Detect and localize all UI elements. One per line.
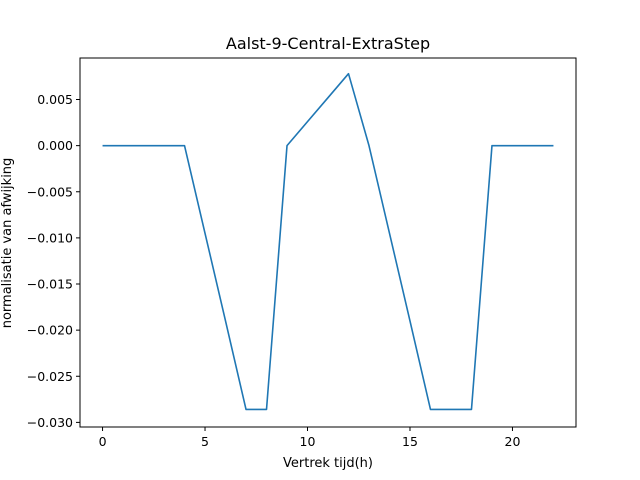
x-axis-label: Vertrek tijd(h) xyxy=(283,456,373,471)
y-tick-label: −0.020 xyxy=(27,323,73,338)
x-tick-label: 20 xyxy=(505,434,521,449)
axes-frame xyxy=(79,57,577,428)
x-axis: 0 5 10 15 20 xyxy=(99,427,521,449)
y-tick-label: −0.010 xyxy=(27,230,73,245)
x-tick-label: 0 xyxy=(99,434,107,449)
y-axis-label: normalisatie van afwijking xyxy=(0,158,15,329)
y-tick-label: −0.015 xyxy=(27,277,73,292)
y-axis: 0.005 0.000 −0.005 −0.010 −0.015 −0.020 −0.025… xyxy=(27,92,80,430)
y-tick-label: 0.000 xyxy=(37,138,73,153)
y-tick-label: −0.005 xyxy=(27,184,73,199)
plot-area xyxy=(102,72,554,411)
y-tick-label: −0.030 xyxy=(27,415,73,430)
x-tick-label: 5 xyxy=(201,434,209,449)
x-tick-label: 15 xyxy=(402,434,418,449)
y-tick-label: 0.005 xyxy=(37,92,73,107)
chart-title: Aalst-9-Central-ExtraStep xyxy=(226,34,430,53)
y-tick-label: −0.025 xyxy=(27,369,73,384)
x-tick-label: 10 xyxy=(300,434,316,449)
